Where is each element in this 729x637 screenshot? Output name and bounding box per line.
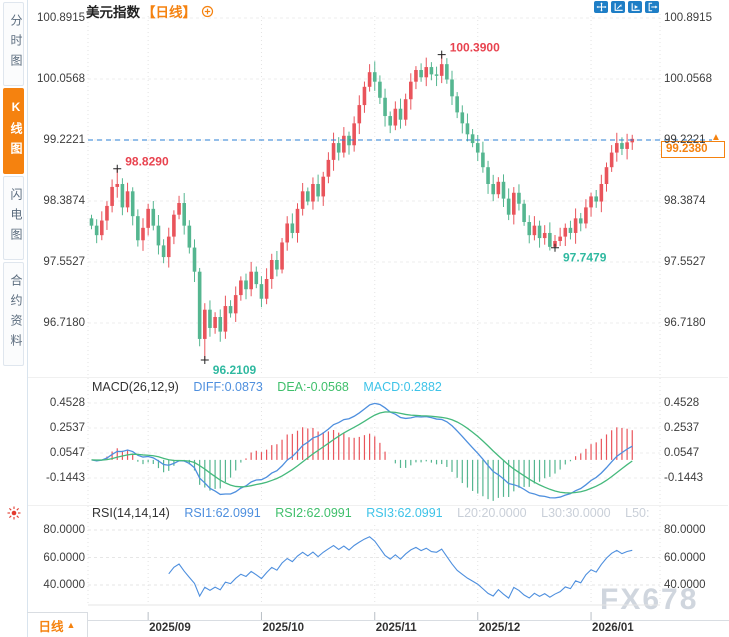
price-axis-label: 100.0568 bbox=[37, 73, 85, 85]
rsi2-value: RSI2:62.0991 bbox=[275, 506, 352, 520]
macd-axis-label: 0.0547 bbox=[664, 447, 700, 459]
macd-diff-value: DIFF:0.0873 bbox=[193, 380, 263, 394]
price-extreme-label: 97.7479 bbox=[563, 251, 607, 265]
chart-title: 美元指数 【日线】 bbox=[86, 1, 214, 21]
macd-axis-label: -0.1443 bbox=[45, 472, 85, 484]
sidebar-tabs: 分时图 K线图 闪电图 合约资料 bbox=[0, 2, 27, 366]
rsi-l20-value: L20:20.0000 bbox=[457, 506, 527, 520]
macd-axis-label: -0.1443 bbox=[664, 472, 704, 484]
macd-title: MACD(26,12,9) bbox=[92, 380, 179, 394]
date-label: 2025/12 bbox=[478, 622, 521, 634]
price-axis-label: 96.7180 bbox=[664, 317, 706, 329]
price-axis-label: 98.3874 bbox=[43, 195, 85, 207]
tab-time-share-chart[interactable]: 分时图 bbox=[3, 2, 24, 86]
watermark: FX678 bbox=[600, 583, 699, 616]
period-selector-button[interactable]: 日线 ▲ bbox=[27, 612, 88, 637]
price-axis-label: 100.8915 bbox=[664, 12, 712, 24]
axis-scale-icon[interactable] bbox=[611, 1, 625, 13]
rsi-axis-label: 40.0000 bbox=[43, 579, 85, 591]
instrument-name: 美元指数 bbox=[86, 5, 140, 20]
sidebar: 分时图 K线图 闪电图 合约资料 bbox=[0, 0, 28, 637]
price-axis-label: 99.2221 bbox=[43, 134, 85, 146]
date-label: 2025/10 bbox=[262, 622, 305, 634]
chart-toolbar bbox=[594, 1, 659, 13]
rsi-l30-value: L30:30.0000 bbox=[541, 506, 611, 520]
rsi-axis-label: 60.0000 bbox=[664, 551, 706, 564]
macd-axis-label: 0.4528 bbox=[49, 397, 85, 409]
price-axis-label: 99.2221 bbox=[664, 134, 706, 146]
rsi-title: RSI(14,14,14) bbox=[92, 506, 170, 520]
rsi-axis-label: 80.0000 bbox=[664, 524, 706, 536]
price-axis-label: 97.5527 bbox=[664, 256, 706, 268]
sun-indicator-icon[interactable] bbox=[6, 505, 22, 521]
price-up-arrow-icon: ▲ bbox=[711, 132, 721, 143]
price-axis-label: 97.5527 bbox=[43, 256, 85, 268]
panel-separator bbox=[28, 377, 728, 378]
crosshair-move-icon[interactable] bbox=[594, 1, 608, 13]
macd-axis-label: 0.2537 bbox=[664, 422, 700, 434]
circle-plus-icon[interactable] bbox=[201, 5, 214, 18]
date-label: 2026/01 bbox=[592, 622, 634, 634]
tab-kline-chart[interactable]: K线图 bbox=[3, 88, 24, 174]
period-tag: 【日线】 bbox=[142, 5, 196, 20]
rsi-axis-label: 40.0000 bbox=[664, 579, 706, 591]
rsi-axis-label: 60.0000 bbox=[43, 551, 85, 564]
axis-play-icon[interactable] bbox=[628, 1, 642, 13]
period-label: 日线 bbox=[38, 619, 64, 634]
price-extreme-label: 98.8290 bbox=[125, 155, 169, 169]
macd-macd-value: MACD:0.2882 bbox=[363, 380, 442, 394]
price-extreme-label: 96.2109 bbox=[213, 363, 257, 377]
rsi1-value: RSI1:62.0991 bbox=[184, 506, 261, 520]
tab-contract-info[interactable]: 合约资料 bbox=[3, 262, 24, 366]
price-extreme-label: 100.3900 bbox=[450, 41, 500, 55]
rsi3-value: RSI3:62.0991 bbox=[366, 506, 443, 520]
price-axis-label: 98.3874 bbox=[664, 195, 706, 207]
x-axis-line bbox=[88, 620, 729, 621]
current-price-tag: 99.2380 bbox=[661, 141, 725, 158]
macd-dea-value: DEA:-0.0568 bbox=[277, 380, 349, 394]
macd-axis-label: 0.2537 bbox=[49, 422, 85, 434]
rsi-axis-label: 80.0000 bbox=[43, 524, 85, 536]
price-axis-label: 100.8915 bbox=[37, 12, 85, 24]
date-label: 2025/11 bbox=[375, 622, 417, 634]
macd-header: MACD(26,12,9) DIFF:0.0873 DEA:-0.0568 MA… bbox=[92, 380, 453, 394]
price-axis-label: 100.0568 bbox=[664, 73, 712, 85]
rsi-l50-value: L50: bbox=[625, 506, 650, 520]
rsi-header: RSI(14,14,14) RSI1:62.0991 RSI2:62.0991 … bbox=[92, 506, 660, 520]
macd-axis-label: 0.4528 bbox=[664, 397, 700, 409]
exit-right-icon[interactable] bbox=[645, 1, 659, 13]
price-axis-label: 96.7180 bbox=[43, 317, 85, 329]
tab-flash-chart[interactable]: 闪电图 bbox=[3, 176, 24, 260]
macd-axis-label: 0.0547 bbox=[49, 447, 85, 459]
date-label: 2025/09 bbox=[149, 622, 191, 634]
period-dropdown-arrow-icon: ▲ bbox=[66, 620, 76, 630]
panel-separator bbox=[28, 505, 728, 506]
